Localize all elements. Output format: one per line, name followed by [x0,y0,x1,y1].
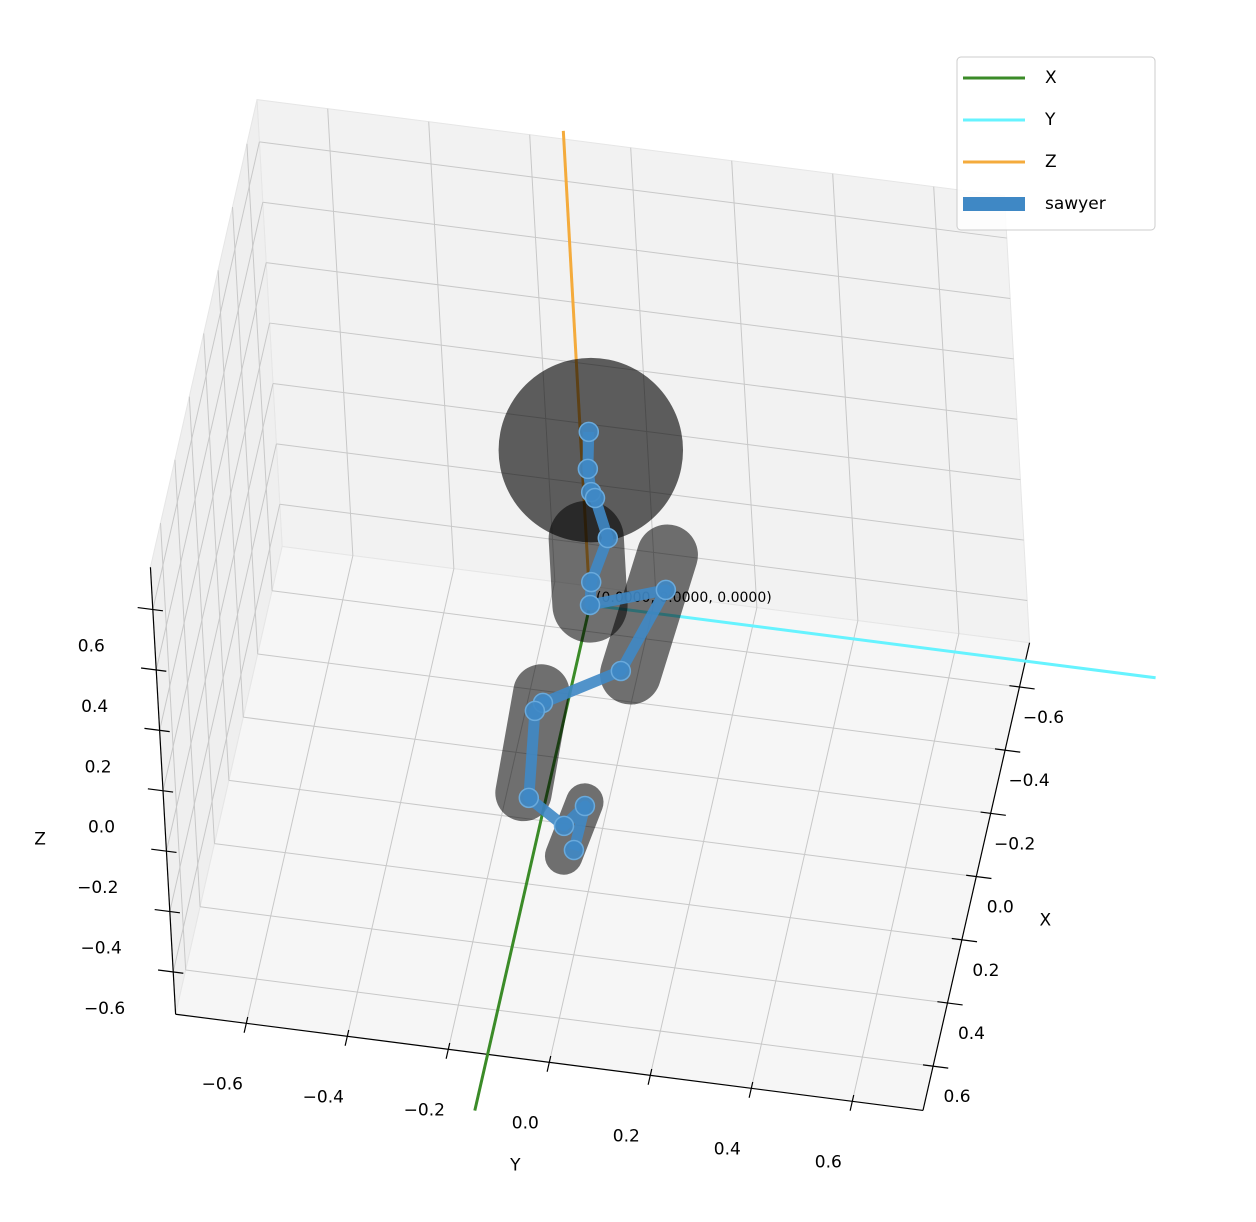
y-tick [748,1081,754,1098]
z-tick [151,848,177,854]
x-tick [951,937,978,943]
z-tick [157,969,184,974]
grid-line [172,504,281,973]
x-axis-label: X [1039,911,1051,931]
legend-label: Y [1044,110,1056,130]
y-tick-label: 0.6 [815,1152,842,1172]
z-tick-label: 0.6 [78,637,105,657]
x-tick [994,748,1021,753]
x-tick [966,874,992,880]
joint [563,839,585,861]
legend-label: sawyer [1045,194,1106,214]
joint [518,787,540,809]
x-tick-label: −0.4 [1008,771,1049,791]
y-tick [243,1016,249,1033]
legend-label: X [1045,68,1057,88]
x-tick-label: 0.2 [972,961,999,981]
grid-line [851,633,960,1102]
grid-line [169,443,277,912]
joint [610,660,632,682]
y-tick-label: −0.6 [202,1074,243,1094]
x-tick [980,811,1006,816]
y-tick-label: −0.4 [303,1087,344,1107]
x-axis [922,642,1031,1111]
y-tick [849,1094,855,1111]
y-axis-label: Y [509,1155,521,1175]
y-tick [344,1029,350,1046]
joint [574,795,596,817]
z-axis [149,567,177,1015]
z-tick-label: −0.4 [81,939,122,959]
x-tick [922,1064,949,1069]
y-tick-label: 0.2 [613,1126,640,1146]
y-tick-label: −0.2 [404,1100,445,1120]
grid-line [245,555,354,1024]
grid-line [155,202,264,671]
grid-line [750,620,859,1089]
grid-line [162,322,271,791]
x-tick-label: 0.4 [958,1024,985,1044]
z-tick [137,606,163,612]
y-tick [445,1042,451,1059]
x-tick [1009,685,1035,690]
joint [553,815,575,837]
plot-area: (0.0000, 0.0000, 0.0000) [473,130,1156,1111]
z-tick-label: −0.2 [77,878,118,898]
grid-line [649,607,758,1076]
joint [577,458,599,480]
legend-label: Z [1045,152,1057,172]
joint [578,421,600,443]
x-tick-label: −0.2 [994,834,1035,854]
x-tick [937,1001,963,1006]
axes: −0.6 −0.4 −0.2 0.0 0.2 0.4 0.6 −0.6 −0.4 −0.2 0.0 0… [34,567,1064,1175]
z-tick [147,788,174,793]
grid-line [152,141,260,610]
z-tick [144,727,170,733]
grid-line [266,262,1014,360]
grid-line [447,581,556,1050]
y-tick [546,1055,552,1072]
joint [524,700,546,722]
legend-box [956,56,1156,231]
grid-line [159,262,267,731]
grid-line [165,383,274,852]
joint [579,594,601,616]
z-tick-label: −0.6 [84,999,125,1019]
z-tick-label: 0.2 [85,757,112,777]
joint [584,487,606,509]
z-tick-label: 0.0 [88,818,115,838]
y-tick-label: 0.4 [714,1139,741,1159]
z-tick [140,667,167,672]
z-axis-label: Z [34,830,46,850]
y-tick [647,1068,653,1085]
z-tick-label: 0.4 [81,697,108,717]
z-tick [154,908,180,914]
grid-line [259,141,1007,239]
axis-line [589,603,1156,680]
y-axis [175,1013,924,1112]
joint [580,571,602,593]
joint [597,527,619,549]
x-tick-label: 0.0 [987,898,1014,918]
grid-line [269,322,1018,420]
y-tick-label: 0.0 [512,1113,539,1133]
joint [655,579,677,601]
grid-line [262,201,1011,299]
grid-line [346,568,455,1037]
x-tick-label: 0.6 [944,1087,971,1107]
x-tick-label: −0.6 [1023,708,1064,728]
